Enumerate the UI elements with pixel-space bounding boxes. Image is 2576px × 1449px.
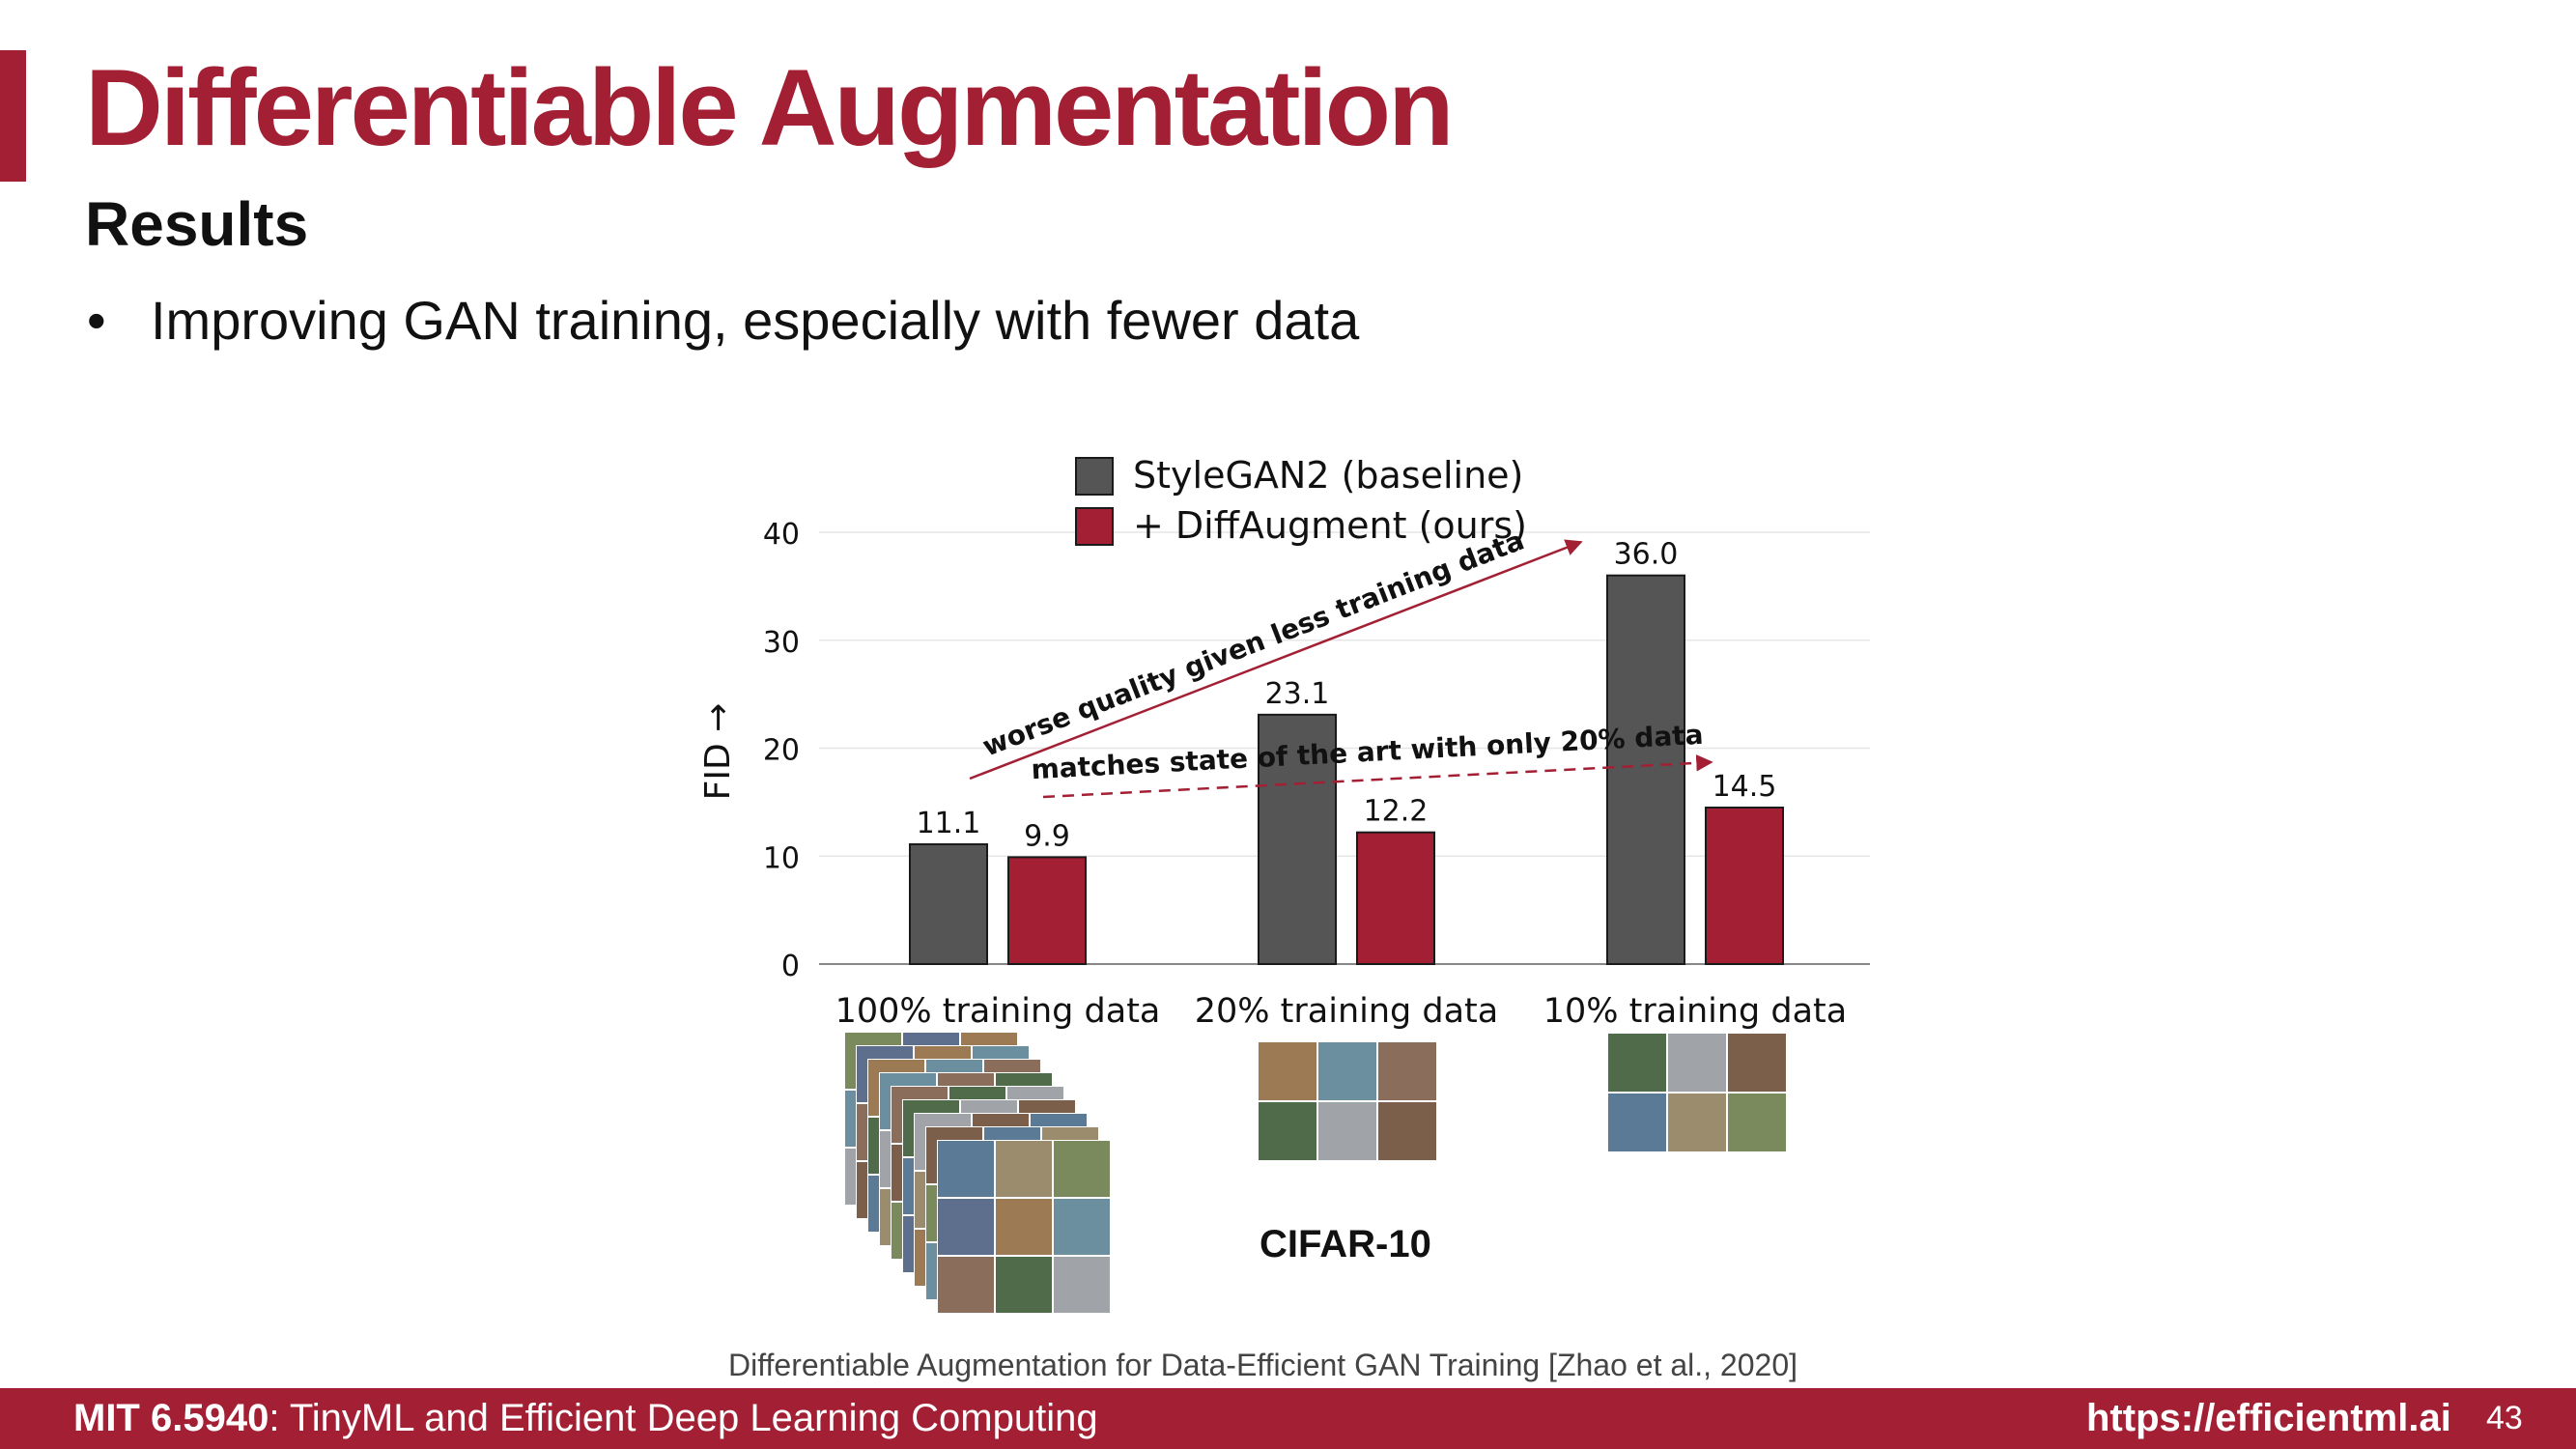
footer-bar: MIT 6.5940: TinyML and Efficient Deep Le… [0,1388,2576,1449]
annotation-matches-sota: matches state of the art with only 20% d… [1031,719,1705,785]
bar-stylegan2 [909,842,988,966]
trend-arrow-dashed [1042,754,1713,799]
sample-image-tile [1053,1256,1111,1314]
bar-stylegan2 [1606,574,1685,965]
sample-image-tile [1607,1033,1667,1093]
footer-course: MIT 6.5940: TinyML and Efficient Deep Le… [73,1397,1098,1440]
sample-image-tile [937,1140,995,1198]
legend-label: + DiffAugment (ours) [1133,504,1527,547]
sample-image-tile [1377,1101,1437,1161]
slide-subtitle: Results [85,189,309,259]
x-category-label: 20% training data [1195,992,1498,1031]
y-tick-label: 10 [763,841,800,875]
trend-arrow-solid [969,539,1583,781]
legend-label: StyleGAN2 (baseline) [1133,454,1523,497]
sample-image-tile [1053,1140,1111,1198]
sample-image-tile [1377,1041,1437,1101]
bullet-text: Improving GAN training, especially with … [151,290,1360,351]
annotation-worse-quality: worse quality given less training data [978,525,1529,763]
y-tick-label: 0 [781,950,800,983]
citation: Differentiable Augmentation for Data-Eff… [728,1348,1798,1382]
y-axis-label: FID → [698,703,738,801]
sample-image-tile [995,1140,1053,1198]
x-category-label: 100% training data [835,992,1161,1031]
sample-image-tile [1667,1093,1727,1152]
page-number: 43 [2486,1400,2523,1436]
bar-value-label: 9.9 [1024,819,1070,853]
bar-value-label: 14.5 [1713,770,1777,804]
sample-image-tile [1727,1033,1787,1093]
legend-swatch [1075,507,1114,546]
title-accent-bar [0,50,26,182]
sample-image-tile [1607,1093,1667,1152]
y-tick-label: 40 [763,518,800,552]
bar-diffaugment [1705,806,1784,966]
sample-image-tile [937,1256,995,1314]
sample-image-tile [1258,1041,1317,1101]
sample-image-tile [1727,1093,1787,1152]
dataset-label: CIFAR-10 [1260,1223,1431,1265]
bar-value-label: 23.1 [1265,677,1330,711]
bar-value-label: 36.0 [1614,538,1679,572]
bar-diffaugment [1007,856,1087,965]
bar-value-label: 11.1 [917,807,981,840]
bullet-dot-icon: • [87,290,106,351]
sample-image-tile [937,1198,995,1256]
slide-title: Differentiable Augmentation [85,47,1454,168]
footer-course-code: MIT 6.5940 [73,1397,269,1439]
sample-image-tile [1053,1198,1111,1256]
bar-diffaugment [1356,831,1435,965]
legend-swatch [1075,457,1114,496]
y-tick-label: 20 [763,734,800,768]
y-tick-label: 30 [763,626,800,660]
sample-image-tile [995,1198,1053,1256]
x-category-label: 10% training data [1543,992,1847,1031]
bullet-item: • Improving GAN training, especially with… [87,288,1359,353]
bar-value-label: 12.2 [1364,795,1429,829]
sample-image-tile [1258,1101,1317,1161]
footer-url[interactable]: https://efficientml.ai [2086,1397,2451,1439]
sample-image-tile [995,1256,1053,1314]
sample-image-tile [1667,1033,1727,1093]
sample-image-tile [1317,1101,1377,1161]
footer-course-title: : TinyML and Efficient Deep Learning Com… [269,1397,1098,1439]
bar-stylegan2 [1258,713,1337,965]
sample-image-tile [1317,1041,1377,1101]
